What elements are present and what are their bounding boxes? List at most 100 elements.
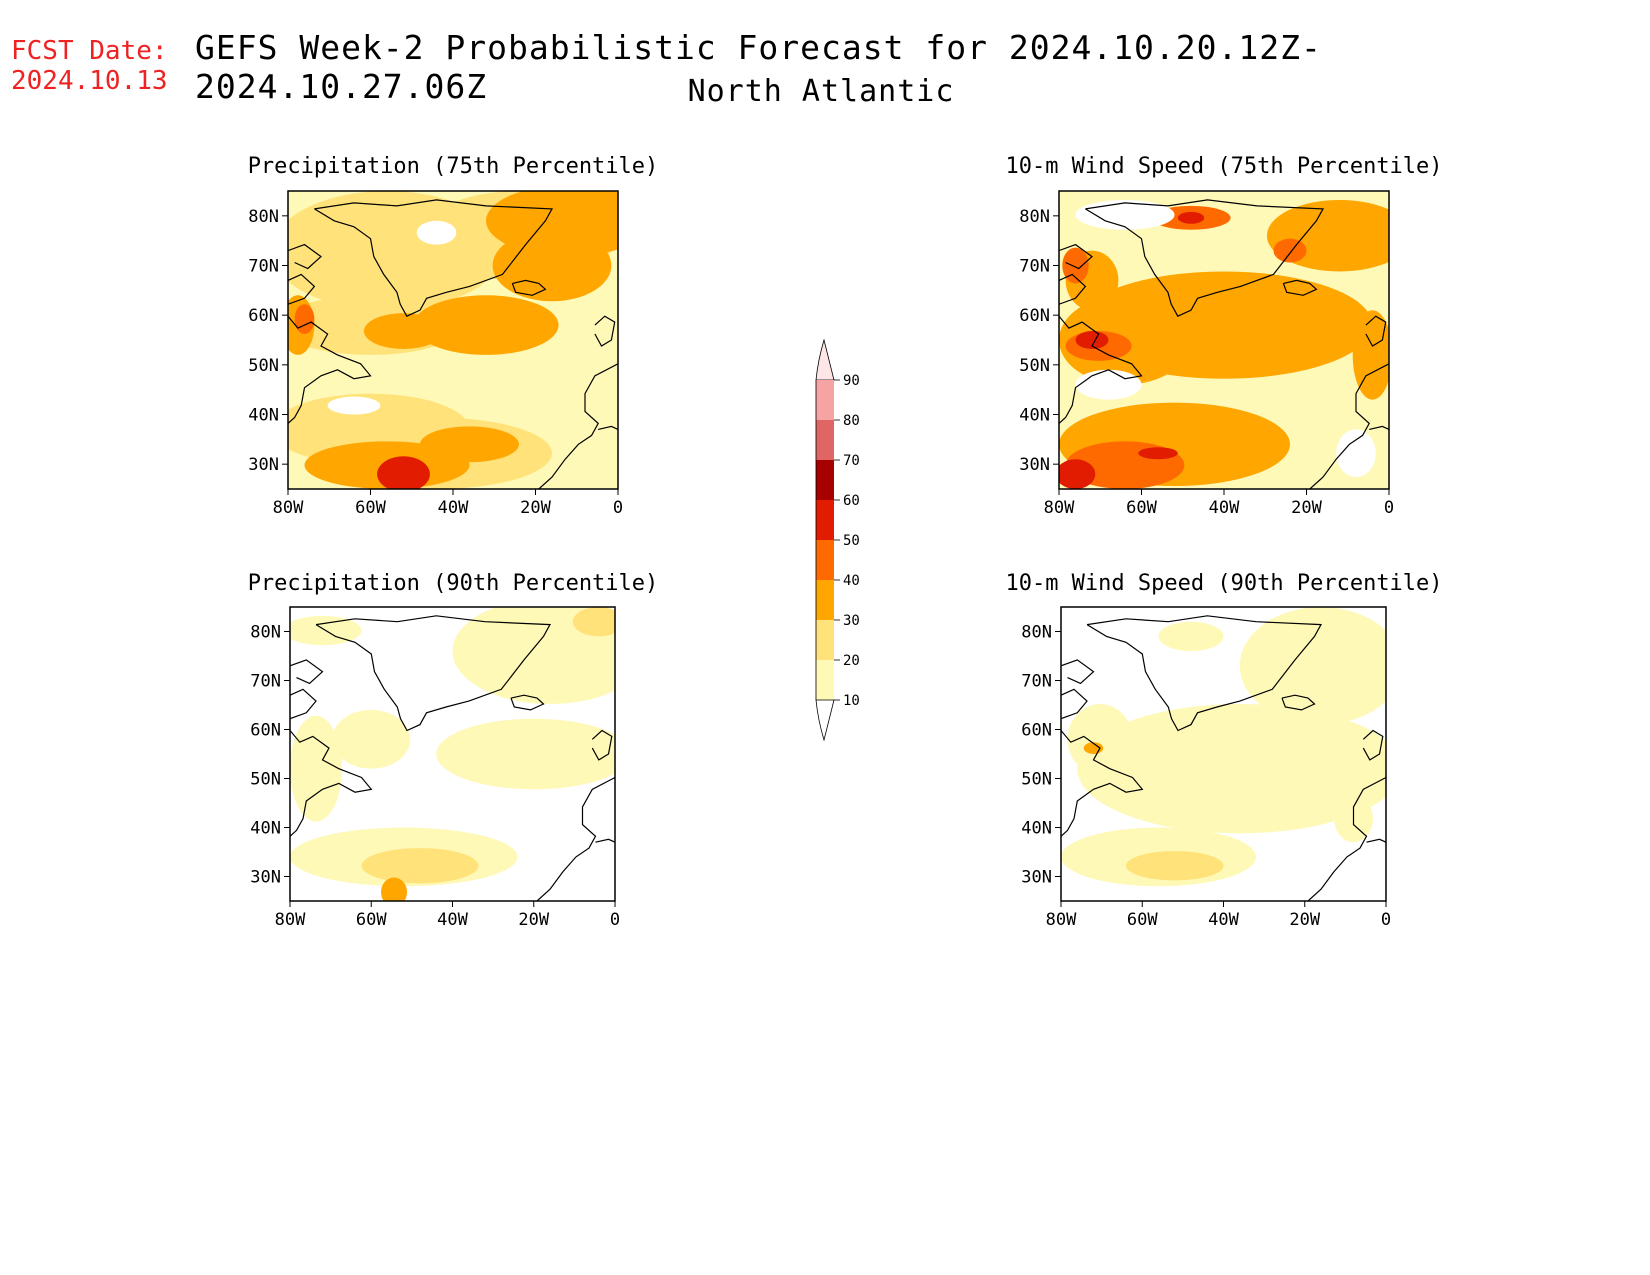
panel-title: Precipitation (90th Percentile)	[248, 571, 659, 596]
colorbar-label: 30	[843, 613, 860, 629]
lon-label: 20W	[518, 910, 549, 930]
colorbar-segment	[816, 420, 834, 460]
shaded-region	[1075, 331, 1109, 349]
shaded-region	[1352, 310, 1389, 400]
shaded-region	[1336, 429, 1376, 478]
lon-label: 80W	[275, 910, 306, 930]
lon-label: 80W	[273, 498, 304, 518]
lon-label: 60W	[355, 498, 386, 518]
colorbar-segment	[816, 540, 834, 580]
shaded-region	[1273, 238, 1307, 263]
coastline	[288, 243, 322, 270]
page-title: GEFS Week-2 Probabilistic Forecast for 2…	[195, 28, 1322, 106]
shaded-region	[416, 220, 457, 245]
lat-label: 30N	[1021, 868, 1052, 888]
coastline	[1362, 729, 1384, 761]
lat-label: 60N	[1021, 721, 1052, 741]
shaded-region	[1077, 704, 1386, 834]
shaded-region	[452, 607, 615, 705]
colorbar: 90 80 70 60 50 40 30 20 10	[815, 338, 860, 742]
coastline	[288, 273, 316, 305]
lat-label: 60N	[1019, 306, 1050, 326]
region-name: North Atlantic	[687, 74, 955, 109]
lat-label: 40N	[1019, 406, 1050, 426]
colorbar-top-arrow	[815, 338, 835, 381]
coastline	[290, 688, 317, 720]
map-panel-2: 10-m Wind Speed (75th Percentile) 80N 70N 6…	[1005, 154, 1442, 518]
panel-title: 10-m Wind Speed (75th Percentile)	[1005, 154, 1442, 179]
lon-label: 20W	[1291, 498, 1322, 518]
coastline	[1282, 279, 1318, 296]
shaded-region	[363, 313, 444, 349]
lat-label: 30N	[250, 868, 281, 888]
lat-label: 80N	[1021, 623, 1052, 643]
lon-label: 60W	[356, 910, 387, 930]
shaded-region	[1239, 607, 1386, 725]
coastline	[1061, 730, 1144, 837]
lon-label: 0	[610, 910, 620, 930]
lat-label: 40N	[1021, 819, 1052, 839]
forecast-date-label: FCST Date:	[11, 36, 168, 66]
probability-shading	[290, 607, 615, 901]
lon-label: 60W	[1126, 498, 1157, 518]
colorbar-label: 20	[843, 653, 860, 669]
colorbar-label: 60	[843, 493, 860, 509]
colorbar-segment	[816, 460, 834, 500]
lon-label: 40W	[437, 910, 468, 930]
lat-label: 70N	[1021, 672, 1052, 692]
map-panel-4: 10-m Wind Speed (90th Percentile) 80N 70N 6…	[1005, 571, 1442, 930]
coastline	[1085, 199, 1324, 317]
coastline	[510, 694, 545, 711]
shaded-region	[1059, 459, 1096, 489]
lat-label: 60N	[250, 721, 281, 741]
lon-label: 60W	[1127, 910, 1158, 930]
coastline	[1309, 363, 1389, 489]
shaded-region	[381, 877, 407, 901]
forecast-date-block: FCST Date: 2024.10.13	[11, 36, 168, 96]
coastline	[1061, 659, 1095, 685]
shaded-region	[290, 715, 342, 822]
colorbar-segment	[816, 580, 834, 620]
lon-label: 40W	[1208, 910, 1239, 930]
coastline	[538, 363, 618, 489]
colorbar-segment	[816, 620, 834, 660]
lon-label: 40W	[1209, 498, 1240, 518]
coastline	[536, 776, 615, 901]
coastline	[1307, 776, 1386, 901]
shaded-region	[1138, 447, 1178, 460]
lon-label: 20W	[1289, 910, 1320, 930]
coastline	[1059, 243, 1093, 270]
shaded-region	[1067, 704, 1133, 775]
coastline	[1061, 688, 1088, 720]
coastline	[290, 730, 373, 837]
shaded-region	[377, 456, 430, 489]
lon-label: 80W	[1044, 498, 1075, 518]
lat-label: 80N	[1019, 207, 1050, 227]
colorbar-label: 10	[843, 693, 860, 709]
lon-label: 0	[613, 498, 623, 518]
lat-label: 50N	[1019, 356, 1050, 376]
shaded-region	[492, 229, 612, 302]
lat-label: 60N	[248, 306, 279, 326]
lat-label: 70N	[1019, 257, 1050, 277]
lat-label: 80N	[250, 623, 281, 643]
map-panel-1: Precipitation (75th Percentile) 80N 70N 60N…	[248, 154, 659, 518]
shaded-region	[1062, 247, 1089, 284]
shaded-region	[332, 709, 411, 769]
lat-label: 70N	[250, 672, 281, 692]
page-subtitle: North Atlantic	[0, 74, 1650, 109]
coastline	[1059, 315, 1143, 424]
shaded-region	[327, 396, 381, 415]
lat-label: 80N	[248, 207, 279, 227]
coastline	[314, 199, 553, 317]
shaded-region	[1075, 199, 1175, 230]
coastline	[1365, 315, 1387, 347]
lon-label: 40W	[438, 498, 469, 518]
coastline	[595, 838, 615, 843]
lon-label: 80W	[1046, 910, 1077, 930]
coastline	[598, 425, 618, 430]
lat-label: 40N	[248, 406, 279, 426]
probability-shading	[1059, 191, 1389, 489]
panel-title: Precipitation (75th Percentile)	[248, 154, 659, 179]
